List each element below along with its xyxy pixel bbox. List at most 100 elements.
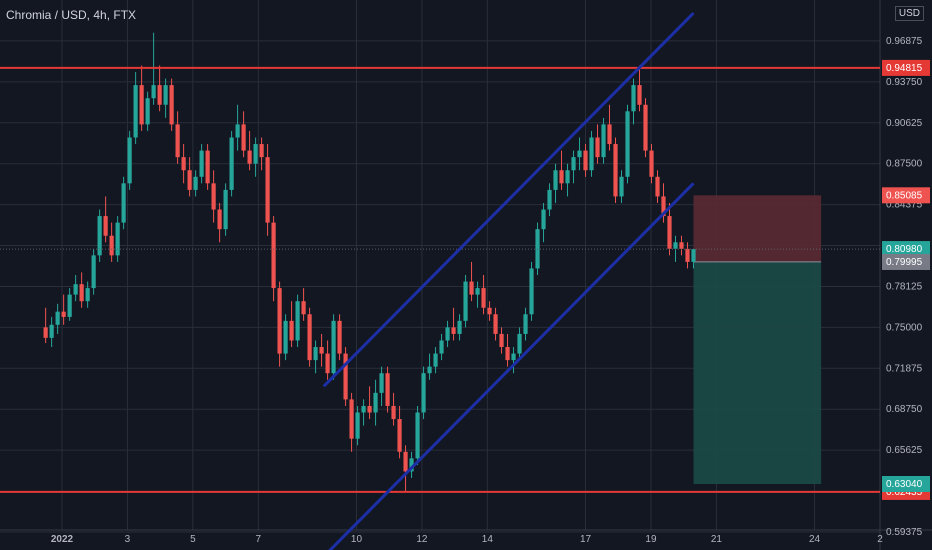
- candle-body[interactable]: [601, 124, 606, 158]
- candle-body[interactable]: [427, 366, 432, 374]
- candle-body[interactable]: [655, 176, 660, 197]
- channel-line-upper[interactable]: [322, 12, 695, 388]
- candle-body[interactable]: [445, 327, 450, 341]
- candle-body[interactable]: [487, 307, 492, 315]
- candle-body[interactable]: [403, 451, 408, 472]
- candle-body[interactable]: [379, 373, 384, 393]
- candle-body[interactable]: [163, 85, 168, 105]
- candle-body[interactable]: [61, 311, 66, 317]
- candle-body[interactable]: [91, 255, 96, 289]
- candle-body[interactable]: [67, 294, 72, 317]
- candle-body[interactable]: [343, 353, 348, 400]
- candle-body[interactable]: [673, 242, 678, 249]
- candle-body[interactable]: [589, 137, 594, 171]
- candle-body[interactable]: [121, 183, 126, 223]
- candle-body[interactable]: [145, 98, 150, 125]
- candle-body[interactable]: [103, 216, 108, 236]
- candle-body[interactable]: [235, 124, 240, 138]
- candle-body[interactable]: [133, 85, 138, 138]
- candle-body[interactable]: [577, 150, 582, 158]
- candle-body[interactable]: [349, 399, 354, 439]
- candle-body[interactable]: [451, 327, 456, 334]
- candle-body[interactable]: [691, 249, 696, 262]
- candle-body[interactable]: [337, 320, 342, 354]
- candle-body[interactable]: [631, 85, 636, 112]
- candle-body[interactable]: [43, 327, 48, 338]
- candle-body[interactable]: [541, 209, 546, 230]
- candle-body[interactable]: [475, 288, 480, 295]
- candle-body[interactable]: [559, 170, 564, 184]
- candle-body[interactable]: [175, 124, 180, 158]
- candle-body[interactable]: [649, 150, 654, 177]
- candle-body[interactable]: [97, 216, 102, 256]
- candle-body[interactable]: [169, 85, 174, 125]
- candle-body[interactable]: [181, 157, 186, 171]
- candle-body[interactable]: [415, 412, 420, 459]
- candle-body[interactable]: [433, 353, 438, 367]
- candle-body[interactable]: [319, 347, 324, 354]
- candle-body[interactable]: [385, 373, 390, 406]
- candle-body[interactable]: [619, 176, 624, 197]
- candle-body[interactable]: [193, 176, 198, 190]
- candle-body[interactable]: [265, 157, 270, 223]
- candle-body[interactable]: [679, 242, 684, 249]
- candle-body[interactable]: [49, 324, 54, 338]
- candle-body[interactable]: [367, 405, 372, 413]
- candle-body[interactable]: [73, 284, 78, 295]
- candle-body[interactable]: [241, 124, 246, 151]
- candle-body[interactable]: [115, 222, 120, 256]
- candle-body[interactable]: [199, 150, 204, 177]
- candle-body[interactable]: [637, 85, 642, 105]
- candle-body[interactable]: [85, 288, 90, 302]
- candle-body[interactable]: [661, 196, 666, 217]
- candle-body[interactable]: [229, 137, 234, 190]
- candle-body[interactable]: [481, 288, 486, 308]
- candle-body[interactable]: [409, 458, 414, 472]
- candle-body[interactable]: [607, 124, 612, 145]
- candle-body[interactable]: [421, 373, 426, 413]
- candle-body[interactable]: [253, 144, 258, 164]
- candle-body[interactable]: [289, 320, 294, 341]
- candle-body[interactable]: [439, 340, 444, 354]
- candle-body[interactable]: [685, 248, 690, 262]
- candle-body[interactable]: [355, 412, 360, 439]
- candle-body[interactable]: [643, 104, 648, 151]
- channel-line-lower[interactable]: [324, 182, 695, 550]
- candle-body[interactable]: [223, 189, 228, 230]
- candle-body[interactable]: [457, 320, 462, 334]
- candle-body[interactable]: [55, 311, 60, 325]
- candle-body[interactable]: [127, 137, 132, 184]
- candle-body[interactable]: [325, 353, 330, 374]
- candle-body[interactable]: [313, 347, 318, 361]
- candle-body[interactable]: [109, 235, 114, 256]
- candle-body[interactable]: [571, 157, 576, 171]
- candle-body[interactable]: [613, 144, 618, 197]
- candle-body[interactable]: [205, 150, 210, 184]
- candle-body[interactable]: [493, 314, 498, 334]
- candle-body[interactable]: [583, 150, 588, 171]
- candle-body[interactable]: [463, 281, 468, 321]
- candle-body[interactable]: [283, 320, 288, 354]
- candle-body[interactable]: [565, 170, 570, 184]
- candle-body[interactable]: [469, 281, 474, 295]
- candle-body[interactable]: [595, 137, 600, 158]
- candle-body[interactable]: [361, 405, 366, 413]
- candle-body[interactable]: [511, 353, 516, 361]
- candle-body[interactable]: [277, 288, 282, 354]
- candle-body[interactable]: [667, 216, 672, 249]
- candle-body[interactable]: [373, 392, 378, 413]
- candle-body[interactable]: [547, 189, 552, 210]
- candle-body[interactable]: [523, 314, 528, 334]
- stop-loss-zone[interactable]: [693, 195, 822, 262]
- candle-body[interactable]: [517, 333, 522, 354]
- candle-body[interactable]: [625, 111, 630, 177]
- candle-body[interactable]: [499, 333, 504, 348]
- candle-body[interactable]: [211, 183, 216, 210]
- candle-body[interactable]: [391, 405, 396, 420]
- candle-body[interactable]: [529, 268, 534, 315]
- candle-body[interactable]: [79, 284, 84, 302]
- candle-body[interactable]: [331, 320, 336, 374]
- candle-body[interactable]: [505, 347, 510, 361]
- candle-body[interactable]: [139, 85, 144, 125]
- candle-body[interactable]: [301, 301, 306, 315]
